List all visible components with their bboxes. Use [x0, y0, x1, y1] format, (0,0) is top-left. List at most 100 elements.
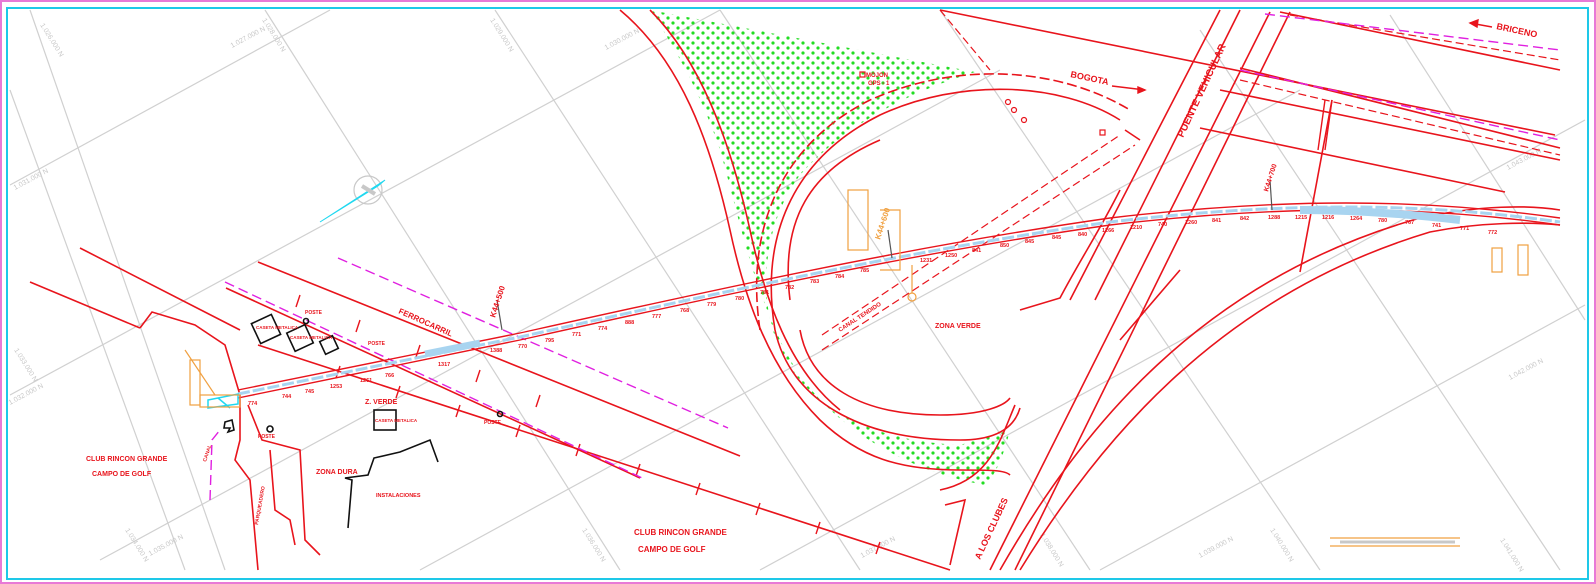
label-club-bottom: CLUB RINCON GRANDE — [634, 528, 728, 537]
label-club-left: CLUB RINCON GRANDE — [86, 456, 168, 463]
grid-label: 1.031.000 N — [13, 168, 50, 192]
railway-ticks — [295, 294, 881, 555]
elevation-label: 845 — [1052, 235, 1061, 241]
elevation-label: 774 — [248, 401, 258, 407]
elevation-label: 795 — [545, 338, 554, 344]
grid-label: 1.042.000 N — [1508, 358, 1545, 382]
label-ferrocarril: FERROCARRIL — [397, 307, 454, 339]
pipeline-alignment — [237, 202, 1561, 399]
label-canal-left: CANAL — [202, 444, 213, 462]
road-network — [29, 9, 1561, 571]
label-canal-tendido: CANAL TENDIDO — [838, 301, 883, 333]
elevation-label: 1266 — [1102, 228, 1114, 234]
pipeline-start — [207, 393, 239, 409]
elevation-label: 744 — [282, 394, 292, 400]
label-golf-left: CAMPO DE GOLF — [92, 471, 152, 478]
elevation-label: 1215 — [1295, 215, 1307, 221]
label-poste-3: POSTE — [484, 420, 502, 426]
grid-label: 1.041.000 N — [1498, 537, 1524, 573]
elevation-label: 784 — [835, 274, 845, 280]
right-road-labels — [1317, 99, 1333, 151]
label-mojon: MOJON — [866, 73, 888, 79]
elevation-label: 745 — [305, 389, 314, 395]
label-poste-2: POSTE — [368, 341, 386, 347]
elevation-label: 1264 — [1350, 216, 1363, 222]
elevation-label: 1250 — [945, 253, 957, 259]
label-gps: GPS - 1 — [868, 81, 890, 87]
green-zone — [650, 10, 1010, 485]
elevation-label: 1216 — [1322, 215, 1334, 221]
inner-border — [6, 7, 1589, 580]
label-caseta-1: CASETA METALICA — [256, 325, 299, 330]
elevations-lower: 774 744 745 1253 1261 766 1317 1388 770 … — [248, 268, 869, 407]
elevation-label: 780 — [1378, 218, 1387, 224]
elevation-label: 782 — [785, 285, 794, 291]
elevation-label: 771 — [1460, 226, 1469, 232]
elevation-label: 1261 — [360, 378, 372, 384]
elevation-label: 780 — [735, 296, 744, 302]
elevation-label: 1210 — [1130, 225, 1142, 231]
label-k44-500: K44+500 — [488, 284, 507, 318]
grid-label: 1.040.000 N — [1268, 527, 1294, 563]
elevation-label: 767 — [1405, 220, 1414, 226]
label-z-verde: Z. VERDE — [365, 399, 398, 406]
elevation-label: 1231 — [920, 258, 932, 264]
grid-label: 1.036.000 N — [580, 527, 606, 563]
elevation-label: 771 — [572, 332, 581, 338]
elevation-label: 1288 — [1268, 215, 1280, 221]
markers — [496, 71, 1273, 331]
elevation-label: 1388 — [490, 348, 502, 354]
elevation-label: 785 — [860, 268, 869, 274]
label-bogota: BOGOTA — [1070, 69, 1111, 87]
label-parqueadero: PARQUEADERO — [254, 486, 267, 526]
elevation-label: 783 — [810, 279, 819, 285]
elevation-label: 777 — [652, 314, 661, 320]
label-instalaciones: INSTALACIONES — [376, 493, 421, 499]
label-a-los-cristos: A LOS CLUBES — [973, 496, 1010, 561]
grid-label: 1.030.000 N — [604, 28, 641, 52]
label-zona-dura: ZONA DURA — [316, 469, 358, 476]
elevation-label: 779 — [707, 302, 716, 308]
direction-arrows — [1111, 18, 1493, 95]
elevation-label: 845 — [1025, 239, 1034, 245]
elevation-label: 841 — [1212, 218, 1221, 224]
grid-label: 1.039.000 N — [1198, 536, 1235, 560]
elevation-label: 1260 — [1185, 220, 1197, 226]
grid-label: 1.029.000 N — [488, 17, 514, 53]
grid-label: 1.033.000 N — [12, 347, 38, 383]
label-briceno: BRICENO — [1496, 21, 1539, 39]
elevation-label: 842 — [1240, 216, 1249, 222]
elevation-label: 888 — [625, 320, 634, 326]
north-arrow-icon — [319, 175, 386, 223]
grid-label: 1.038.000 N — [1038, 532, 1064, 568]
elevation-label: 840 — [1078, 232, 1087, 238]
grid-label: 1.027.000 N — [230, 26, 267, 50]
label-caseta-2: CASETA METALICA — [290, 335, 333, 340]
elevations-upper: 1231 1250 841 850 845 845 840 1266 1210 … — [920, 215, 1497, 264]
label-zona-verde: ZONA VERDE — [935, 323, 981, 330]
elevation-label: 770 — [518, 344, 527, 350]
elevation-label: 774 — [598, 326, 608, 332]
label-poste-1: POSTE — [305, 310, 323, 316]
dashed-roads — [821, 9, 1561, 351]
label-poste-4: POSTE — [258, 434, 276, 440]
buildings — [223, 313, 504, 529]
elevation-label: 850 — [1000, 243, 1009, 249]
elevation-label: 768 — [680, 308, 689, 314]
elevation-label: 781 — [760, 290, 769, 296]
elevation-label: 766 — [385, 373, 394, 379]
orange-annotations — [184, 189, 1529, 547]
elevation-label: 740 — [1158, 222, 1167, 228]
grid-label: 1.026.000 N — [38, 22, 64, 58]
label-caseta-3: CASETA METALICA — [375, 418, 418, 423]
elevation-label: 841 — [972, 248, 981, 254]
elevation-label: 741 — [1432, 223, 1441, 229]
label-k44-700: K44+700 — [1263, 163, 1279, 192]
label-golf-bottom: CAMPO DE GOLF — [638, 545, 706, 554]
elevation-label: 1317 — [438, 362, 450, 368]
elevation-label: 772 — [1488, 230, 1497, 236]
elevation-label: 1253 — [330, 384, 342, 390]
magenta-lines — [209, 13, 1561, 501]
